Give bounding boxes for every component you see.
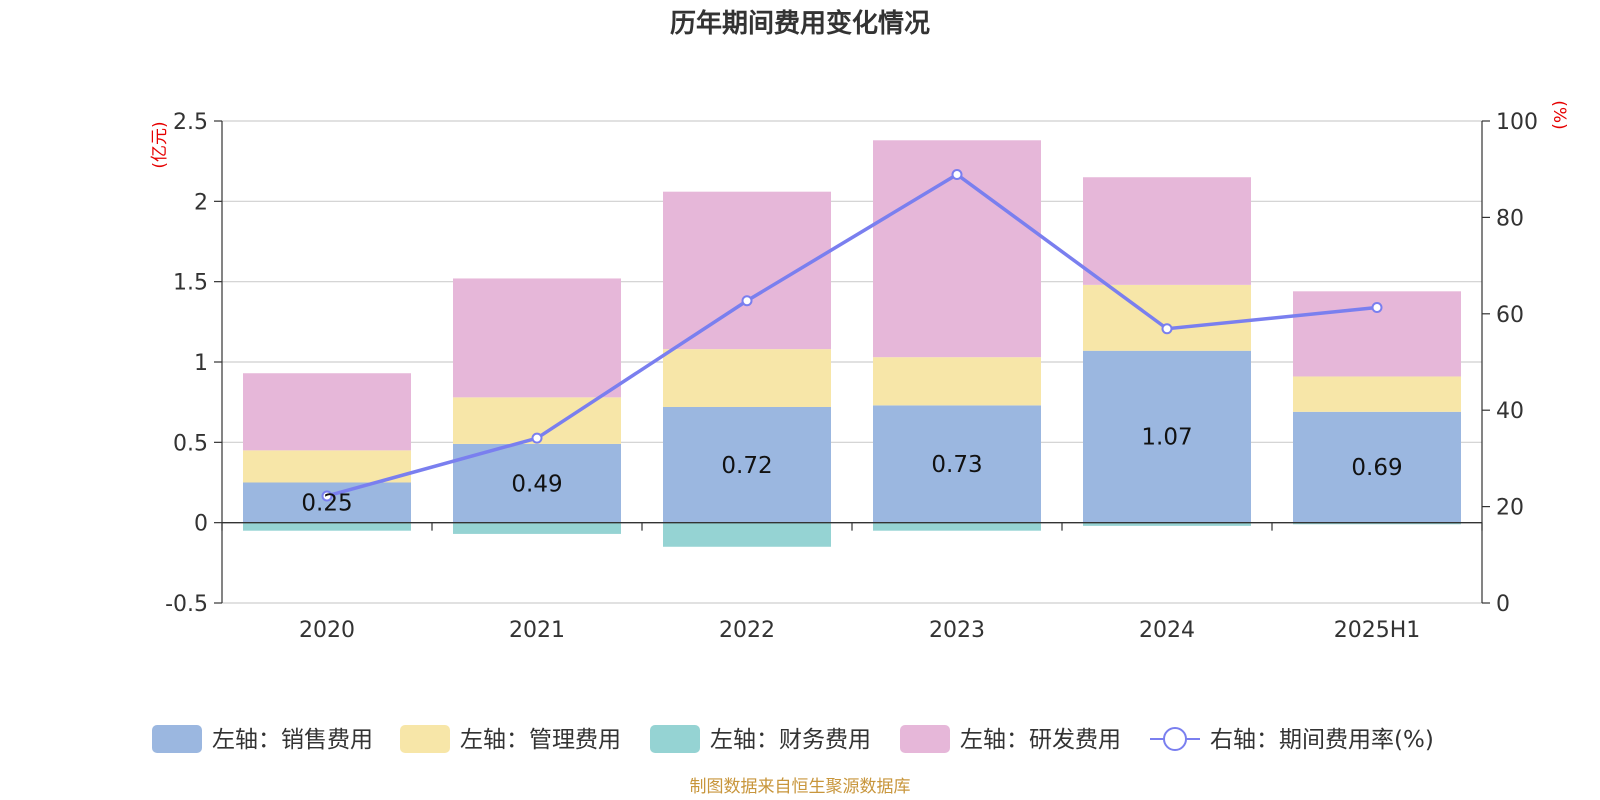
x-tick-label: 2021 xyxy=(509,618,565,643)
data-label: 0.72 xyxy=(721,453,772,479)
legend-label: 左轴：销售费用 xyxy=(212,727,373,753)
data-labels: 0.25 0.49 0.72 0.73 1.07 0.69 xyxy=(301,425,1402,517)
chart-title: 历年期间费用变化情况 xyxy=(670,8,930,39)
bar-segment xyxy=(1293,376,1461,412)
axes: -0.5 0 0.5 1 1.5 2 2.5 0 20 40 60 80 100 2020 2021 2022… xyxy=(165,110,1538,643)
legend-swatch xyxy=(152,725,202,753)
bar-segment xyxy=(663,406,831,523)
source-note: 制图数据来自恒生聚源数据库 xyxy=(690,777,911,797)
rate-point xyxy=(1371,302,1383,314)
legend-swatch xyxy=(400,725,450,753)
bar-segment xyxy=(663,349,831,407)
bar-segment xyxy=(663,191,831,350)
right-tick-label: 100 xyxy=(1496,110,1538,135)
legend-swatch xyxy=(900,725,950,753)
data-label: 0.73 xyxy=(931,452,982,478)
bar-segment xyxy=(1083,284,1251,351)
bar-segment xyxy=(453,522,621,534)
legend-label: 左轴：财务费用 xyxy=(710,727,871,753)
right-tick-label: 60 xyxy=(1496,303,1524,328)
bar-segment xyxy=(1083,177,1251,285)
legend-swatch xyxy=(650,725,700,753)
bar-segment xyxy=(243,373,411,451)
data-label: 0.69 xyxy=(1351,455,1402,481)
right-tick-label: 80 xyxy=(1496,206,1524,231)
legend-label: 左轴：研发费用 xyxy=(960,727,1121,753)
bar-segment xyxy=(453,278,621,398)
bar-segment xyxy=(243,450,411,483)
rate-point xyxy=(741,295,753,307)
x-tick-label: 2025H1 xyxy=(1334,618,1421,643)
data-label: 0.49 xyxy=(511,471,562,497)
left-tick-label: 0 xyxy=(194,512,208,537)
rate-point xyxy=(321,490,333,502)
left-tick-label: 1 xyxy=(194,351,208,376)
bar-segment xyxy=(243,482,411,523)
x-tick-label: 2022 xyxy=(719,618,775,643)
data-label: 0.25 xyxy=(301,491,352,517)
bar-segment xyxy=(1083,350,1251,523)
legend-label: 右轴：期间费用率(%) xyxy=(1210,727,1434,753)
bar-segment xyxy=(873,357,1041,406)
left-axis-unit: (亿元) xyxy=(150,121,170,168)
right-axis-unit: (%) xyxy=(1549,100,1569,129)
left-tick-label: 0.5 xyxy=(173,431,208,456)
bar-segment xyxy=(1293,522,1461,525)
legend: 左轴：销售费用 左轴：管理费用 左轴：财务费用 左轴：研发费用 右轴：期间费用率(%) xyxy=(152,725,1434,753)
left-tick-label: 2 xyxy=(194,190,208,215)
left-tick-label: 1.5 xyxy=(173,271,208,296)
bar-segment xyxy=(1083,522,1251,526)
rate-line xyxy=(321,169,1383,502)
right-tick-label: 0 xyxy=(1496,592,1510,617)
bar-segment xyxy=(243,522,411,531)
rate-point xyxy=(531,432,543,444)
legend-marker xyxy=(1163,727,1187,751)
right-tick-label: 20 xyxy=(1496,496,1524,521)
bar-segment xyxy=(663,522,831,547)
rate-point xyxy=(951,169,963,181)
bar-segment xyxy=(873,405,1041,523)
rate-point xyxy=(1161,323,1173,335)
left-tick-label: 2.5 xyxy=(173,110,208,135)
rate-polyline xyxy=(326,172,1378,498)
bars xyxy=(243,140,1461,547)
bar-segment xyxy=(453,443,621,523)
left-tick-label: -0.5 xyxy=(165,592,208,617)
x-tick-label: 2020 xyxy=(299,618,355,643)
x-tick-label: 2024 xyxy=(1139,618,1195,643)
bar-segment xyxy=(873,522,1041,531)
data-label: 1.07 xyxy=(1141,425,1192,451)
legend-label: 左轴：管理费用 xyxy=(460,727,621,753)
right-tick-label: 40 xyxy=(1496,399,1524,424)
x-tick-label: 2023 xyxy=(929,618,985,643)
bar-segment xyxy=(1293,411,1461,523)
